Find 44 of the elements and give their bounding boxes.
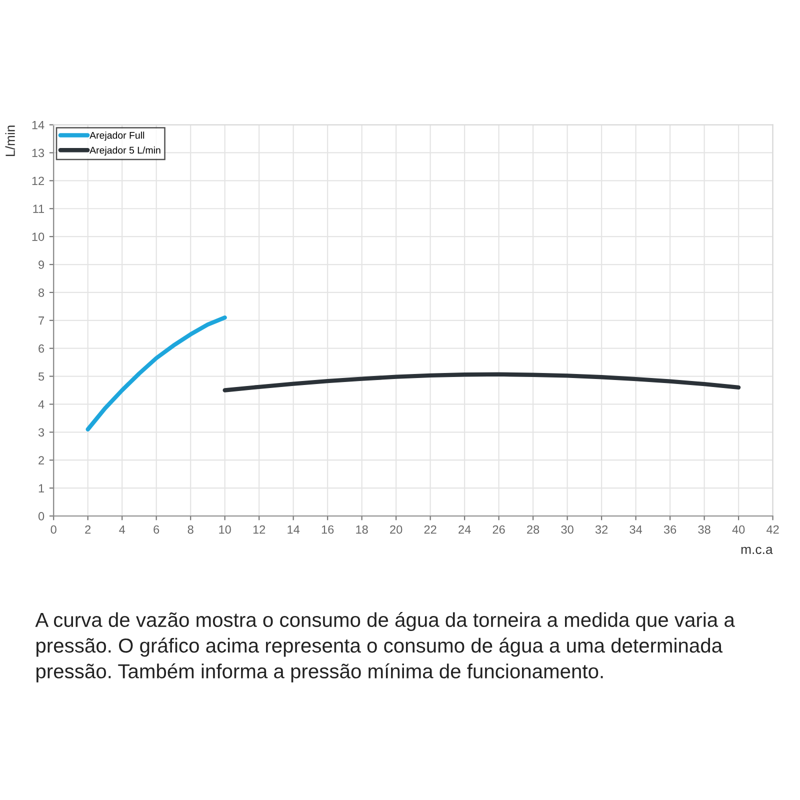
line-series — [86, 316, 227, 432]
y-tick-label: 6 — [38, 344, 44, 353]
y-tick-label: 13 — [32, 148, 44, 158]
y-tick-label: 5 — [38, 372, 44, 381]
x-tick-label: 30 — [561, 525, 574, 534]
y-tick-label: 10 — [32, 232, 44, 241]
x-tick-label: 24 — [458, 525, 471, 534]
y-tick-label: 9 — [38, 260, 44, 269]
x-tick-label: 18 — [356, 525, 368, 534]
x-tick-label: 0 — [50, 525, 56, 534]
x-tick-label: 20 — [390, 525, 402, 534]
legend-label: Arejador Full — [90, 132, 144, 141]
x-tick-label: 26 — [492, 525, 505, 534]
x-tick-label: 36 — [664, 525, 676, 534]
x-tick-label: 12 — [253, 525, 266, 534]
y-tick-label: 2 — [38, 456, 44, 464]
x-tick-label: 4 — [119, 525, 126, 534]
text: A curva de vazão mostra o consumo de água da torneira a medida que varia a pressão. O gráfico acima representa o consumo de água a uma determinada pressão. Também informa a pressão mínima de funcionamento. — [35, 612, 735, 682]
line-series — [222, 372, 741, 392]
y-tick-label: 1 — [38, 484, 44, 492]
x-tick-label: 42 — [766, 525, 779, 534]
x-tick-label: 38 — [698, 525, 710, 534]
y-tick-label: 4 — [38, 400, 44, 409]
x-tick-label: 6 — [154, 525, 160, 534]
x-tick-label: 14 — [288, 525, 300, 534]
y-tick-label: 7 — [38, 316, 44, 325]
y-tick-label: 0 — [38, 512, 44, 520]
x-tick-label: 2 — [85, 525, 91, 534]
x-tick-label: 34 — [630, 525, 642, 534]
y-tick-label: 8 — [38, 288, 44, 297]
y-axis-title: L/min — [5, 126, 15, 156]
x-tick-label: 32 — [595, 525, 608, 534]
x-tick-label: 16 — [322, 525, 334, 534]
y-tick-label: 12 — [32, 176, 44, 185]
legend-label: Arejador 5 L/min — [90, 146, 160, 156]
y-tick-label: 14 — [32, 120, 44, 130]
x-tick-label: 10 — [219, 525, 231, 534]
y-tick-label: 3 — [38, 428, 44, 437]
x-tick-label: 22 — [424, 525, 436, 534]
x-tick-label: 8 — [188, 525, 194, 534]
x-tick-label: 28 — [527, 525, 540, 534]
y-tick-label: 11 — [33, 204, 44, 213]
x-axis-title: m.c.a — [741, 546, 773, 554]
x-tick-label: 40 — [732, 525, 745, 534]
